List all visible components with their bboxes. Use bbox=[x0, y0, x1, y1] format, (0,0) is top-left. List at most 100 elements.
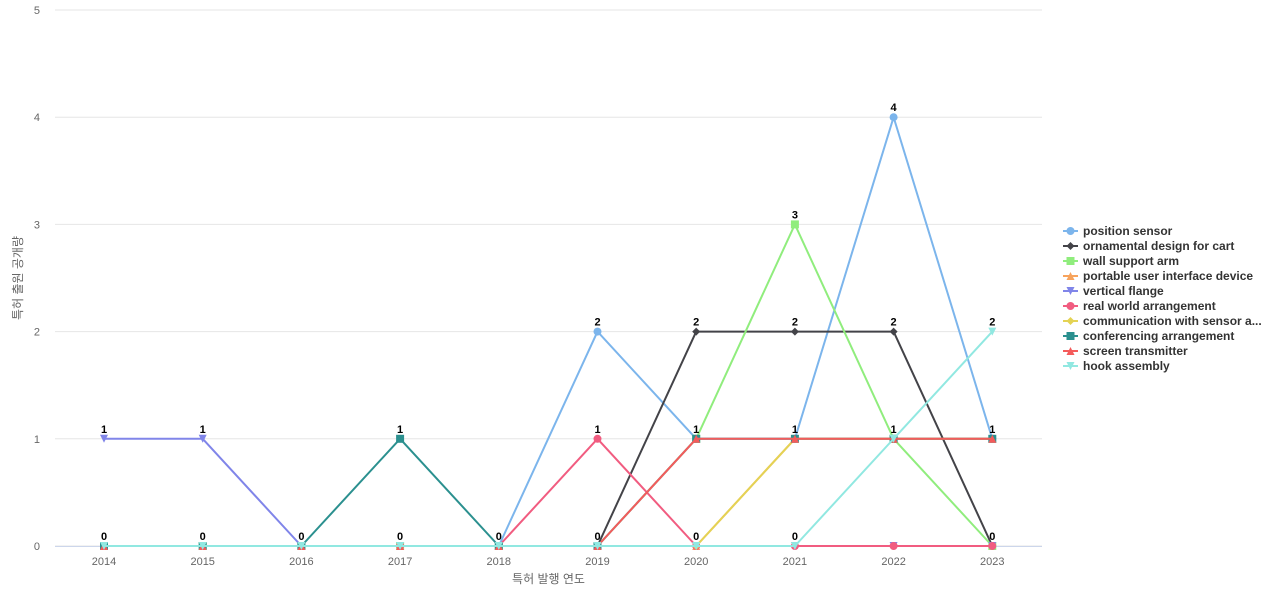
data-point[interactable] bbox=[396, 542, 405, 550]
legend-label: wall support arm bbox=[1082, 254, 1179, 268]
y-tick-label: 5 bbox=[34, 5, 40, 17]
legend-item[interactable]: communication with sensor a... bbox=[1063, 314, 1262, 328]
data-label: 0 bbox=[397, 531, 403, 543]
data-point[interactable] bbox=[790, 327, 799, 336]
y-tick-label: 3 bbox=[34, 219, 40, 231]
data-point[interactable] bbox=[988, 542, 997, 550]
legend-item[interactable]: position sensor bbox=[1063, 224, 1173, 238]
data-label: 2 bbox=[792, 317, 798, 329]
x-tick-label: 2023 bbox=[980, 556, 1004, 568]
y-tick-label: 4 bbox=[34, 112, 40, 124]
legend-marker[interactable] bbox=[1066, 257, 1075, 265]
legend-label: ornamental design for cart bbox=[1083, 239, 1234, 253]
legend-marker[interactable] bbox=[1066, 332, 1075, 340]
series-wall-support-arm[interactable] bbox=[100, 220, 997, 550]
data-point[interactable] bbox=[889, 113, 898, 122]
x-tick-label: 2018 bbox=[487, 556, 511, 568]
data-label: 1 bbox=[693, 424, 699, 436]
data-point[interactable] bbox=[889, 327, 898, 336]
data-point[interactable] bbox=[988, 434, 997, 443]
data-point[interactable] bbox=[790, 542, 799, 550]
data-point[interactable] bbox=[790, 220, 799, 229]
legend-marker[interactable] bbox=[1066, 347, 1075, 355]
data-point[interactable] bbox=[593, 542, 602, 550]
data-label: 1 bbox=[989, 424, 995, 436]
data-point[interactable] bbox=[593, 434, 602, 443]
legend-item[interactable]: portable user interface device bbox=[1063, 269, 1253, 283]
legend-item[interactable]: conferencing arrangement bbox=[1063, 329, 1234, 343]
series-lines bbox=[100, 113, 997, 550]
data-labels: 1 0 1 0 0 1 0 0 2 1 0 2 1 0 3 2 1 0 4 2 1 2 1 0 bbox=[101, 102, 995, 543]
data-point[interactable] bbox=[889, 542, 898, 550]
legend-item[interactable]: real world arrangement bbox=[1063, 299, 1216, 313]
legend-label: real world arrangement bbox=[1083, 299, 1216, 313]
data-label: 1 bbox=[397, 424, 403, 436]
data-label: 0 bbox=[792, 531, 798, 543]
x-tick-label: 2019 bbox=[585, 556, 609, 568]
legend-item[interactable]: screen transmitter bbox=[1063, 344, 1188, 358]
data-point[interactable] bbox=[988, 327, 997, 336]
x-axis-title: 특허 발행 연도 bbox=[512, 571, 585, 586]
series-hook-assembly[interactable] bbox=[100, 327, 997, 550]
series-line[interactable] bbox=[103, 330, 994, 547]
data-point[interactable] bbox=[790, 434, 799, 443]
data-label: 2 bbox=[989, 317, 995, 329]
data-label: 1 bbox=[792, 424, 798, 436]
data-point[interactable] bbox=[593, 327, 602, 336]
series-real-world-arrangement[interactable] bbox=[100, 434, 997, 550]
data-label: 1 bbox=[891, 424, 897, 436]
x-tick-label: 2021 bbox=[783, 556, 807, 568]
series-line[interactable] bbox=[103, 223, 994, 547]
legend-label: position sensor bbox=[1083, 224, 1173, 238]
data-point[interactable] bbox=[692, 434, 701, 443]
legend-item[interactable]: vertical flange bbox=[1063, 284, 1164, 298]
x-tick-label: 2015 bbox=[190, 556, 214, 568]
data-point[interactable] bbox=[100, 434, 108, 443]
data-label: 1 bbox=[200, 424, 206, 436]
data-label: 0 bbox=[594, 531, 600, 543]
legend-marker[interactable] bbox=[1066, 302, 1075, 310]
data-label: 1 bbox=[594, 424, 600, 436]
legend-item[interactable]: hook assembly bbox=[1063, 359, 1170, 373]
data-point[interactable] bbox=[396, 434, 405, 443]
y-tick-label: 2 bbox=[34, 327, 40, 339]
legend-label: hook assembly bbox=[1083, 359, 1170, 373]
legend-marker[interactable] bbox=[1066, 317, 1075, 325]
legend-marker[interactable] bbox=[1066, 242, 1075, 250]
data-label: 0 bbox=[496, 531, 502, 543]
legend-item[interactable]: wall support arm bbox=[1063, 254, 1179, 268]
legend-marker[interactable] bbox=[1066, 272, 1075, 280]
legend-label: portable user interface device bbox=[1083, 269, 1253, 283]
data-label: 0 bbox=[693, 531, 699, 543]
data-label: 0 bbox=[298, 531, 304, 543]
legend-item[interactable]: ornamental design for cart bbox=[1063, 239, 1234, 253]
y-axis-title: 특허 출원 공개량 bbox=[11, 236, 25, 320]
data-label: 0 bbox=[101, 531, 107, 543]
legend-marker[interactable] bbox=[1066, 287, 1075, 295]
grid-lines bbox=[55, 9, 1042, 547]
data-point[interactable] bbox=[692, 542, 701, 550]
y-tick-label: 1 bbox=[34, 434, 40, 446]
data-label: 0 bbox=[989, 531, 995, 543]
data-label: 0 bbox=[200, 531, 206, 543]
x-tick-label: 2017 bbox=[388, 556, 412, 568]
x-tick-label: 2022 bbox=[881, 556, 905, 568]
legend-marker[interactable] bbox=[1066, 362, 1075, 370]
data-point[interactable] bbox=[100, 542, 108, 550]
data-point[interactable] bbox=[198, 434, 207, 443]
legend-label: conferencing arrangement bbox=[1083, 329, 1234, 343]
x-tick-label: 2020 bbox=[684, 556, 708, 568]
data-point[interactable] bbox=[297, 542, 306, 550]
data-point[interactable] bbox=[494, 542, 503, 550]
data-label: 2 bbox=[891, 317, 897, 329]
legend-marker[interactable] bbox=[1066, 227, 1075, 235]
series-line[interactable] bbox=[103, 437, 994, 547]
data-point[interactable] bbox=[198, 542, 207, 550]
y-tick-label: 0 bbox=[34, 541, 40, 553]
data-point[interactable] bbox=[692, 327, 701, 336]
data-point[interactable] bbox=[889, 434, 898, 443]
legend-label: communication with sensor a... bbox=[1083, 314, 1262, 328]
legend-label: screen transmitter bbox=[1083, 344, 1188, 358]
